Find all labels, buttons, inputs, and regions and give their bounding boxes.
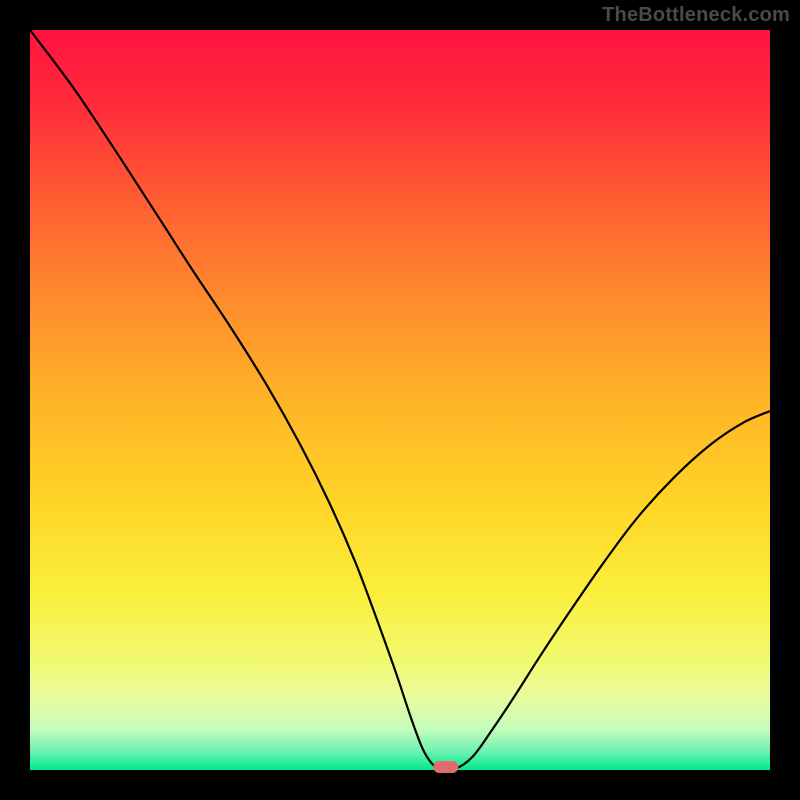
plot-background-gradient (30, 30, 770, 770)
watermark-text: TheBottleneck.com (602, 4, 790, 27)
bottleneck-chart (0, 0, 800, 800)
minimum-marker (433, 761, 458, 773)
